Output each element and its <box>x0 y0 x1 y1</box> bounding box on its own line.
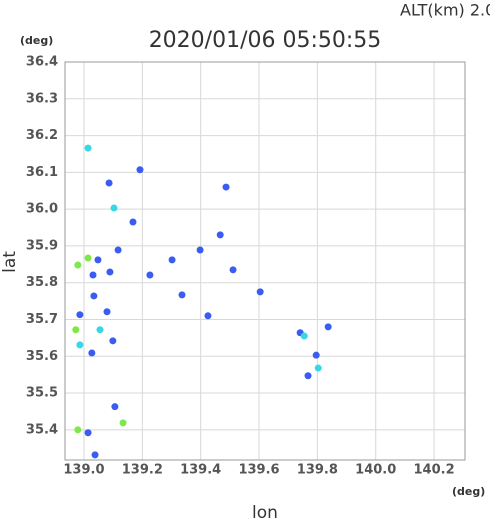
echo-point <box>106 268 114 276</box>
echo-point <box>74 261 82 269</box>
echo-point <box>204 312 212 320</box>
y-tick-label: 36.0 <box>26 202 58 217</box>
echo-point <box>146 271 154 279</box>
echo-point <box>229 266 237 274</box>
echo-point <box>105 179 113 187</box>
x-tick-label: 139.0 <box>63 463 104 478</box>
echo-point <box>136 166 144 174</box>
echo-point <box>89 271 97 279</box>
echo-point <box>110 204 118 212</box>
x-tick-label: 139.8 <box>297 463 338 478</box>
echo-point <box>96 326 104 334</box>
echo-point <box>74 426 82 434</box>
x-tick-label: 139.2 <box>122 463 163 478</box>
echo-point <box>168 256 176 264</box>
echo-point <box>304 372 312 380</box>
y-unit: (deg) <box>20 34 53 47</box>
x-unit: (deg) <box>452 485 485 498</box>
y-tick-label: 36.4 <box>26 55 58 70</box>
plot-frame <box>64 61 466 461</box>
x-tick-label: 139.6 <box>238 463 279 478</box>
altitude-label: ALT(km) 2.0 <box>400 1 490 20</box>
y-tick-label: 35.4 <box>26 422 58 437</box>
echo-point <box>72 326 80 334</box>
echo-point <box>222 183 230 191</box>
echo-point <box>324 323 332 331</box>
echo-point <box>119 419 127 427</box>
echo-point <box>84 254 92 262</box>
y-tick-label: 36.2 <box>26 128 58 143</box>
echo-point <box>111 403 119 411</box>
y-tick-label: 35.6 <box>26 349 58 364</box>
echo-point <box>178 291 186 299</box>
echo-point <box>109 337 117 345</box>
x-tick-label: 140.0 <box>355 463 396 478</box>
echo-point <box>196 246 204 254</box>
echo-point <box>94 256 102 264</box>
echo-point <box>114 246 122 254</box>
y-tick-label: 35.5 <box>26 386 58 401</box>
chart-title: 2020/01/06 05:50:55 <box>149 28 382 53</box>
echo-point <box>256 288 264 296</box>
x-axis-label: lon <box>252 503 278 521</box>
echo-point <box>84 144 92 152</box>
echo-point <box>90 292 98 300</box>
echo-point <box>84 429 92 437</box>
y-axis-label: lat <box>0 251 20 273</box>
echo-point <box>76 311 84 319</box>
plot-area <box>65 61 465 460</box>
echo-point <box>300 332 308 340</box>
y-tick-label: 35.8 <box>26 275 58 290</box>
y-tick-label: 36.3 <box>26 91 58 106</box>
y-tick-label: 35.7 <box>26 312 58 327</box>
echo-point <box>312 351 320 359</box>
echo-point <box>314 364 322 372</box>
echo-point <box>88 349 96 357</box>
y-tick-label: 35.9 <box>26 238 58 253</box>
echo-point <box>216 231 224 239</box>
echo-point <box>129 218 137 226</box>
y-tick-label: 36.1 <box>26 165 58 180</box>
x-tick-label: 139.4 <box>180 463 221 478</box>
echo-point <box>103 308 111 316</box>
echo-point <box>76 341 84 349</box>
echo-point <box>91 451 99 459</box>
x-tick-label: 140.2 <box>414 463 455 478</box>
